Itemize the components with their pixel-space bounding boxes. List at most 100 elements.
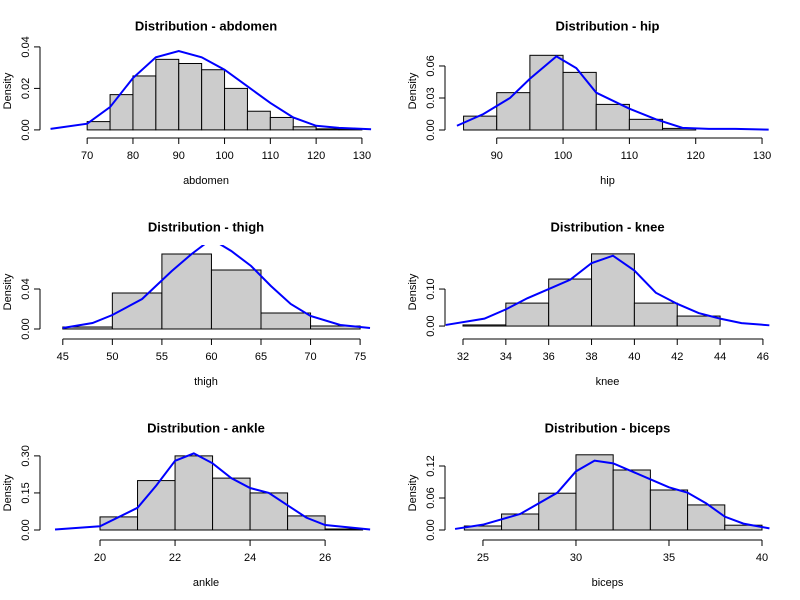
y-tick-label: 0.00 — [425, 119, 437, 140]
histogram-bar — [155, 58, 180, 131]
histogram-bar — [249, 492, 289, 531]
histogram-bar — [212, 477, 251, 531]
density-line — [454, 459, 770, 530]
histogram-bar — [210, 269, 262, 330]
histogram-bar — [612, 469, 651, 531]
x-tick-label: 40 — [756, 552, 768, 564]
density-line — [456, 55, 769, 131]
histogram-bar — [591, 253, 635, 327]
y-axis-label: Density — [2, 72, 14, 109]
x-tick-label: 100 — [215, 150, 233, 162]
histogram-bar — [562, 71, 597, 131]
x-tick-label: 90 — [173, 150, 185, 162]
histogram-bar — [496, 92, 531, 131]
density-line — [445, 254, 770, 327]
y-tick-label: 0.10 — [425, 278, 437, 299]
histogram-bar — [462, 324, 507, 327]
x-tick-label: 36 — [543, 351, 555, 363]
x-tick-label: 30 — [570, 552, 582, 564]
x-tick-label: 130 — [353, 150, 371, 162]
x-tick-label: 42 — [671, 351, 683, 363]
x-tick-label: 26 — [319, 552, 331, 564]
x-tick-label: 24 — [244, 552, 256, 564]
panel: Distribution - abdomen abdomen Density 70 80… — [2, 18, 372, 187]
histogram-bar — [178, 63, 203, 131]
x-tick-label: 44 — [714, 351, 726, 363]
histogram-bar — [315, 128, 340, 131]
histogram-bar — [260, 312, 312, 330]
x-tick-label: 110 — [262, 150, 280, 162]
y-tick-label: 0.30 — [20, 445, 32, 466]
y-tick-label: 0.00 — [425, 519, 437, 540]
histogram-bar — [595, 103, 630, 131]
x-tick-label: 32 — [457, 351, 469, 363]
x-tick-label: 100 — [554, 150, 572, 162]
x-axis-label: abdomen — [183, 175, 229, 187]
panel-title: Distribution - ankle — [147, 420, 265, 435]
panel: Distribution - knee knee Density 32 34 36 38 40… — [407, 219, 770, 388]
density-line — [50, 50, 372, 131]
x-tick-label: 90 — [491, 150, 503, 162]
x-tick-label: 120 — [687, 150, 705, 162]
density-line — [54, 452, 371, 531]
x-axis-label: ankle — [193, 577, 219, 589]
histogram-bar — [649, 489, 689, 531]
y-tick-label: 0.00 — [20, 119, 32, 140]
histogram-bar — [287, 515, 326, 531]
x-tick-label: 34 — [500, 351, 512, 363]
histogram-bar — [529, 54, 564, 131]
x-axis-label: knee — [596, 376, 620, 388]
x-tick-label: 60 — [205, 351, 217, 363]
x-axis-label: biceps — [592, 577, 624, 589]
histogram-bar — [109, 94, 134, 131]
histogram-bar — [224, 87, 248, 131]
x-tick-label: 22 — [169, 552, 181, 564]
histogram-bar — [246, 110, 271, 131]
y-tick-label: 0.06 — [425, 55, 437, 76]
histogram-bar — [269, 116, 294, 131]
y-tick-label: 0.00 — [20, 318, 32, 339]
x-tick-label: 70 — [81, 150, 93, 162]
histogram-bar — [501, 513, 540, 531]
x-tick-label: 25 — [477, 552, 489, 564]
x-tick-label: 50 — [106, 351, 118, 363]
y-tick-label: 0.12 — [425, 455, 437, 476]
panel-title: Distribution - hip — [556, 18, 660, 33]
x-tick-label: 46 — [757, 351, 769, 363]
x-tick-label: 38 — [585, 351, 597, 363]
y-tick-label: 0.00 — [425, 315, 437, 336]
panel-title: Distribution - biceps — [545, 420, 671, 435]
y-tick-label: 0.02 — [20, 78, 32, 99]
x-tick-label: 20 — [94, 552, 106, 564]
histogram-bar — [161, 253, 212, 330]
histogram-bar — [575, 454, 614, 531]
x-tick-label: 45 — [57, 351, 69, 363]
panel-title: Distribution - knee — [550, 219, 664, 234]
histogram-bar — [174, 455, 214, 531]
x-axis-label: thigh — [194, 376, 218, 388]
x-tick-label: 70 — [304, 351, 316, 363]
panel: Distribution - thigh thigh Density 45 50 55 60… — [2, 219, 371, 388]
histogram-bar — [538, 492, 577, 531]
x-tick-label: 35 — [663, 552, 675, 564]
x-axis-label: hip — [600, 175, 615, 187]
x-tick-label: 75 — [354, 351, 366, 363]
y-axis-label: Density — [2, 273, 14, 310]
histogram-bar — [292, 126, 317, 131]
histogram-bar — [86, 121, 111, 131]
y-tick-label: 0.04 — [20, 278, 32, 299]
histogram-bar — [137, 480, 176, 531]
y-axis-label: Density — [407, 474, 419, 511]
panel: Distribution - hip hip Density 90 100 110 120 1… — [407, 18, 771, 186]
panel-title: Distribution - thigh — [148, 219, 264, 234]
x-tick-label: 40 — [628, 351, 640, 363]
histogram-bar — [676, 315, 721, 327]
density-line — [62, 245, 371, 329]
y-tick-label: 0.03 — [425, 87, 437, 108]
panel: Distribution - biceps biceps Density 25 30 35… — [407, 420, 770, 589]
y-axis-label: Density — [2, 474, 14, 511]
y-tick-label: 0.04 — [20, 36, 32, 57]
histogram-bar — [633, 302, 678, 327]
y-tick-label: 0.00 — [20, 519, 32, 540]
